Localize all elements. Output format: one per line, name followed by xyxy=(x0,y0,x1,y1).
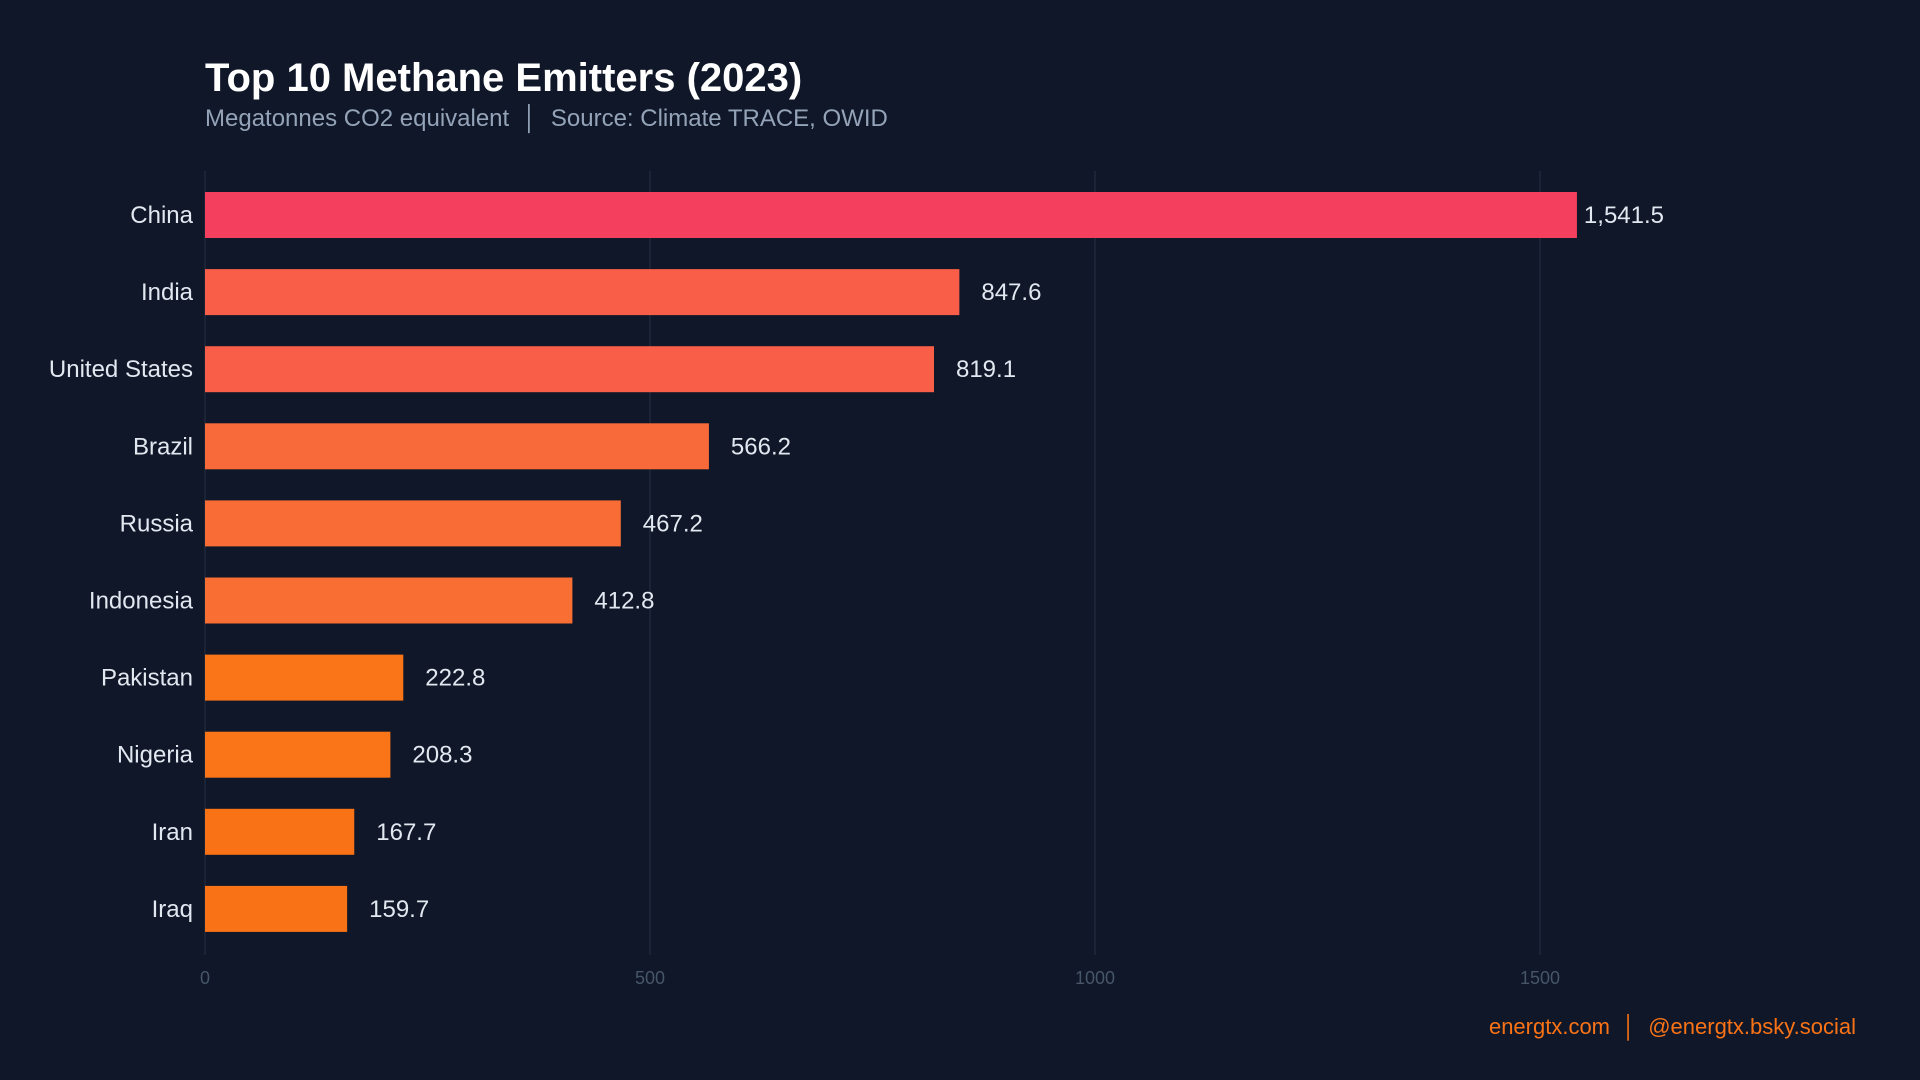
category-label: Indonesia xyxy=(89,588,194,615)
data-label: 847.6 xyxy=(981,279,1041,306)
category-label: Iraq xyxy=(152,896,193,923)
category-label: Brazil xyxy=(133,433,193,460)
data-label: 566.2 xyxy=(731,433,791,460)
data-label: 412.8 xyxy=(594,588,654,615)
x-tick-label: 1000 xyxy=(1075,968,1115,988)
data-label: 208.3 xyxy=(412,742,472,769)
chart-subtitle: Megatonnes CO2 equivalent │ Source: Clim… xyxy=(205,105,888,132)
bar-russia xyxy=(205,500,621,547)
footer-credits: energtx.com │ @energtx.bsky.social xyxy=(1488,1014,1856,1039)
bar-indonesia xyxy=(205,577,573,624)
bar-iran xyxy=(205,808,355,855)
category-label: India xyxy=(141,279,194,306)
category-label: Iran xyxy=(152,819,193,846)
bar-nigeria xyxy=(205,731,391,778)
data-label: 1,541.5 xyxy=(1584,202,1664,229)
data-label: 159.7 xyxy=(369,896,429,923)
category-label: United States xyxy=(49,356,193,383)
bar-pakistan xyxy=(205,654,404,701)
bar-iraq xyxy=(205,885,348,932)
category-label: China xyxy=(130,202,193,229)
category-label: Russia xyxy=(120,510,194,537)
x-tick-label: 1500 xyxy=(1520,968,1560,988)
category-label: Nigeria xyxy=(117,742,194,769)
bar-united-states xyxy=(205,346,934,393)
data-label: 467.2 xyxy=(643,510,703,537)
bar-india xyxy=(205,269,960,316)
data-label: 222.8 xyxy=(425,665,485,692)
chart-title: Top 10 Methane Emitters (2023) xyxy=(205,56,803,100)
x-tick-label: 0 xyxy=(200,968,210,988)
data-label: 819.1 xyxy=(956,356,1016,383)
data-label: 167.7 xyxy=(376,819,436,846)
bar-brazil xyxy=(205,423,709,470)
bar-china xyxy=(205,192,1577,238)
category-label: Pakistan xyxy=(101,665,193,692)
x-tick-label: 500 xyxy=(635,968,665,988)
